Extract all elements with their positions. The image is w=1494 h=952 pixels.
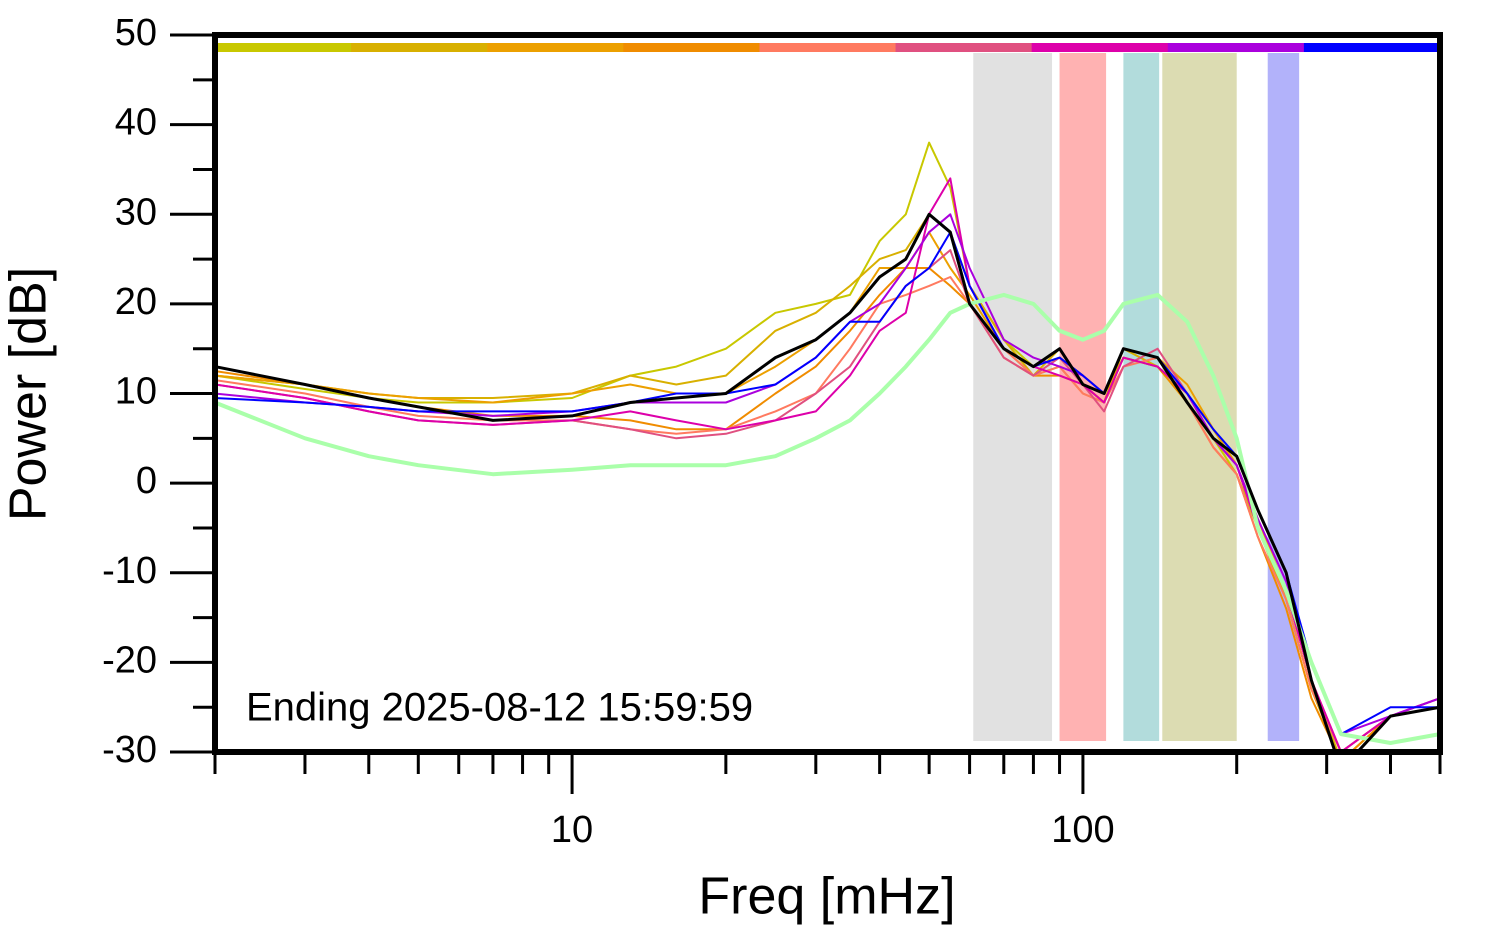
color-bar-segment bbox=[351, 43, 488, 52]
series-line bbox=[217, 231, 1438, 736]
color-bar-segment bbox=[1303, 43, 1441, 52]
x-tick-label: 100 bbox=[1051, 809, 1114, 851]
y-tick-label: 20 bbox=[115, 281, 157, 323]
color-bar-segment bbox=[487, 43, 624, 52]
y-tick-label: 0 bbox=[136, 460, 157, 502]
series-line bbox=[217, 249, 1438, 750]
plot-frame bbox=[212, 32, 1443, 755]
color-bar-segment bbox=[895, 43, 1033, 52]
color-bar-segment bbox=[1167, 43, 1305, 52]
y-tick-label: 30 bbox=[115, 191, 157, 233]
color-bar-segment bbox=[759, 43, 897, 52]
annotation: Ending 2025-08-12 15:59:59 bbox=[246, 686, 753, 730]
color-bar-segment bbox=[1031, 43, 1169, 52]
series-line bbox=[217, 292, 1438, 745]
y-axis-label: Power [dB] bbox=[0, 267, 58, 521]
series-line bbox=[217, 231, 1438, 750]
y-tick-label: 10 bbox=[115, 371, 157, 413]
x-axis-label: Freq [mHz] bbox=[698, 868, 955, 926]
band bbox=[1123, 53, 1160, 741]
y-tick-label: 50 bbox=[115, 12, 157, 54]
series-line bbox=[217, 213, 1438, 750]
series-line bbox=[217, 212, 1438, 750]
y-tick-label: -10 bbox=[102, 550, 157, 592]
y-tick-label: -30 bbox=[102, 729, 157, 771]
color-bar-segment bbox=[215, 43, 352, 52]
y-tick-label: 40 bbox=[115, 102, 157, 144]
band bbox=[973, 53, 1053, 741]
x-tick-label: 10 bbox=[551, 809, 593, 851]
series-line bbox=[217, 213, 1438, 736]
series-line bbox=[217, 141, 1438, 750]
series-line bbox=[217, 177, 1438, 750]
band bbox=[1162, 53, 1237, 741]
y-tick-label: -20 bbox=[102, 639, 157, 681]
color-bar-segment bbox=[623, 43, 760, 52]
